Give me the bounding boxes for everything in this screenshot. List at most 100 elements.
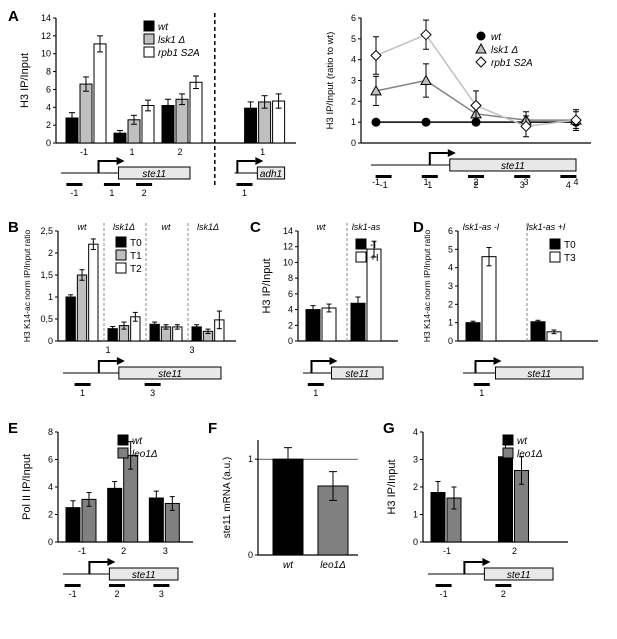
svg-text:leo1Δ: leo1Δ <box>132 449 158 460</box>
chart-G: 01234H3 IP/Input-12ste11-12wtleo1Δ <box>373 420 583 620</box>
chart-C: 02468101214H3 IP/Inputwtlsk1-asste111-I+… <box>248 219 408 414</box>
svg-text:10: 10 <box>41 49 51 59</box>
svg-text:0: 0 <box>48 336 53 346</box>
svg-text:-1: -1 <box>80 147 88 157</box>
svg-text:4: 4 <box>288 305 293 315</box>
svg-text:-1: -1 <box>78 546 86 556</box>
svg-text:6: 6 <box>48 455 53 465</box>
svg-text:2: 2 <box>46 120 51 130</box>
svg-text:2: 2 <box>288 320 293 330</box>
svg-text:0: 0 <box>448 336 453 346</box>
svg-text:H3 K14-ac norm IP/Input ratio: H3 K14-ac norm IP/Input ratio <box>22 230 32 343</box>
svg-text:14: 14 <box>41 13 51 23</box>
svg-text:T3: T3 <box>564 253 576 264</box>
svg-text:6: 6 <box>46 84 51 94</box>
svg-text:1: 1 <box>479 388 484 398</box>
svg-text:2: 2 <box>351 96 356 106</box>
svg-text:wt: wt <box>317 222 326 232</box>
svg-text:8: 8 <box>48 427 53 437</box>
svg-text:6: 6 <box>448 226 453 236</box>
svg-text:0: 0 <box>351 138 356 148</box>
svg-text:+I: +I <box>370 253 379 264</box>
svg-text:T0: T0 <box>564 240 576 251</box>
svg-text:4: 4 <box>46 102 51 112</box>
svg-text:H3 IP/Input: H3 IP/Input <box>261 258 273 313</box>
svg-text:0,5: 0,5 <box>40 314 53 324</box>
svg-text:3: 3 <box>413 455 418 465</box>
svg-text:ste11: ste11 <box>507 570 531 581</box>
svg-text:T0: T0 <box>130 238 142 249</box>
svg-text:3: 3 <box>159 589 164 599</box>
svg-text:wt: wt <box>132 436 143 447</box>
svg-text:ste11: ste11 <box>132 570 156 581</box>
svg-text:ste11 mRNA (a.u.): ste11 mRNA (a.u.) <box>222 457 233 539</box>
svg-text:adh1: adh1 <box>260 169 282 180</box>
svg-text:wt: wt <box>158 22 169 33</box>
svg-text:T2: T2 <box>130 264 142 275</box>
svg-text:2: 2 <box>48 510 53 520</box>
svg-text:1: 1 <box>428 180 433 190</box>
svg-text:lsk1Δ: lsk1Δ <box>197 222 219 232</box>
svg-text:3: 3 <box>189 345 194 355</box>
svg-text:-1: -1 <box>69 589 77 599</box>
svg-text:-1: -1 <box>70 188 78 198</box>
svg-text:ste11: ste11 <box>142 169 166 180</box>
chart-E: 02468Pol II IP/Input-123ste11-123wtleo1Δ <box>8 420 203 620</box>
svg-text:12: 12 <box>283 242 293 252</box>
svg-text:rpb1 S2A: rpb1 S2A <box>158 48 200 59</box>
chart-F: 01ste11 mRNA (a.u.)wtleo1Δ <box>203 420 373 620</box>
svg-text:2: 2 <box>413 482 418 492</box>
svg-text:4: 4 <box>48 482 53 492</box>
svg-text:2: 2 <box>474 180 479 190</box>
svg-text:-I: -I <box>370 240 376 251</box>
svg-text:1: 1 <box>313 388 318 398</box>
chart-D: 0123456H3 K14-ac norm IP/Input ratiolsk1… <box>408 219 608 414</box>
svg-text:Pol II IP/Input: Pol II IP/Input <box>21 454 33 520</box>
svg-text:4: 4 <box>351 55 356 65</box>
chart-A-right: 0123456H3 IP/Input (ratio to wt)-11234wt… <box>313 8 609 213</box>
svg-text:0: 0 <box>288 336 293 346</box>
svg-text:T1: T1 <box>130 251 142 262</box>
chart-B: 00,511,522,5H3 K14-ac norm IP/Input rati… <box>8 219 248 414</box>
svg-text:lsk1-as: lsk1-as <box>352 222 381 232</box>
label-B: B <box>8 219 19 236</box>
svg-text:3: 3 <box>520 180 525 190</box>
svg-text:-1: -1 <box>380 180 388 190</box>
svg-text:wt: wt <box>283 560 294 571</box>
svg-text:H3 K14-ac norm IP/Input ratio: H3 K14-ac norm IP/Input ratio <box>422 230 432 343</box>
label-A: A <box>8 8 19 25</box>
label-E: E <box>8 420 18 437</box>
svg-text:4: 4 <box>448 263 453 273</box>
svg-text:3: 3 <box>351 76 356 86</box>
svg-text:-1: -1 <box>440 589 448 599</box>
svg-text:0: 0 <box>48 537 53 547</box>
svg-text:lsk1 Δ: lsk1 Δ <box>491 45 519 56</box>
svg-text:5: 5 <box>351 34 356 44</box>
svg-text:0: 0 <box>413 537 418 547</box>
svg-text:1: 1 <box>129 147 134 157</box>
svg-text:wt: wt <box>491 32 502 43</box>
svg-text:2: 2 <box>48 248 53 258</box>
svg-text:ste11: ste11 <box>527 369 551 380</box>
svg-text:ste11: ste11 <box>345 369 369 380</box>
svg-text:1: 1 <box>413 510 418 520</box>
svg-text:0: 0 <box>46 138 51 148</box>
svg-text:H3 IP/Input (ratio to wt): H3 IP/Input (ratio to wt) <box>325 32 336 130</box>
svg-text:lsk1 Δ: lsk1 Δ <box>158 35 186 46</box>
svg-text:8: 8 <box>288 273 293 283</box>
svg-text:4: 4 <box>413 427 418 437</box>
svg-text:3: 3 <box>448 281 453 291</box>
svg-text:wt: wt <box>78 222 87 232</box>
svg-text:leo1Δ: leo1Δ <box>320 560 346 571</box>
svg-text:leo1Δ: leo1Δ <box>517 449 543 460</box>
svg-text:1: 1 <box>109 188 114 198</box>
svg-text:8: 8 <box>46 67 51 77</box>
svg-text:12: 12 <box>41 31 51 41</box>
svg-text:lsk1-as -I: lsk1-as -I <box>463 222 500 232</box>
svg-text:1: 1 <box>80 388 85 398</box>
label-C: C <box>250 219 261 236</box>
svg-text:3: 3 <box>163 546 168 556</box>
svg-text:2: 2 <box>121 546 126 556</box>
svg-text:1: 1 <box>351 117 356 127</box>
svg-text:2: 2 <box>114 589 119 599</box>
